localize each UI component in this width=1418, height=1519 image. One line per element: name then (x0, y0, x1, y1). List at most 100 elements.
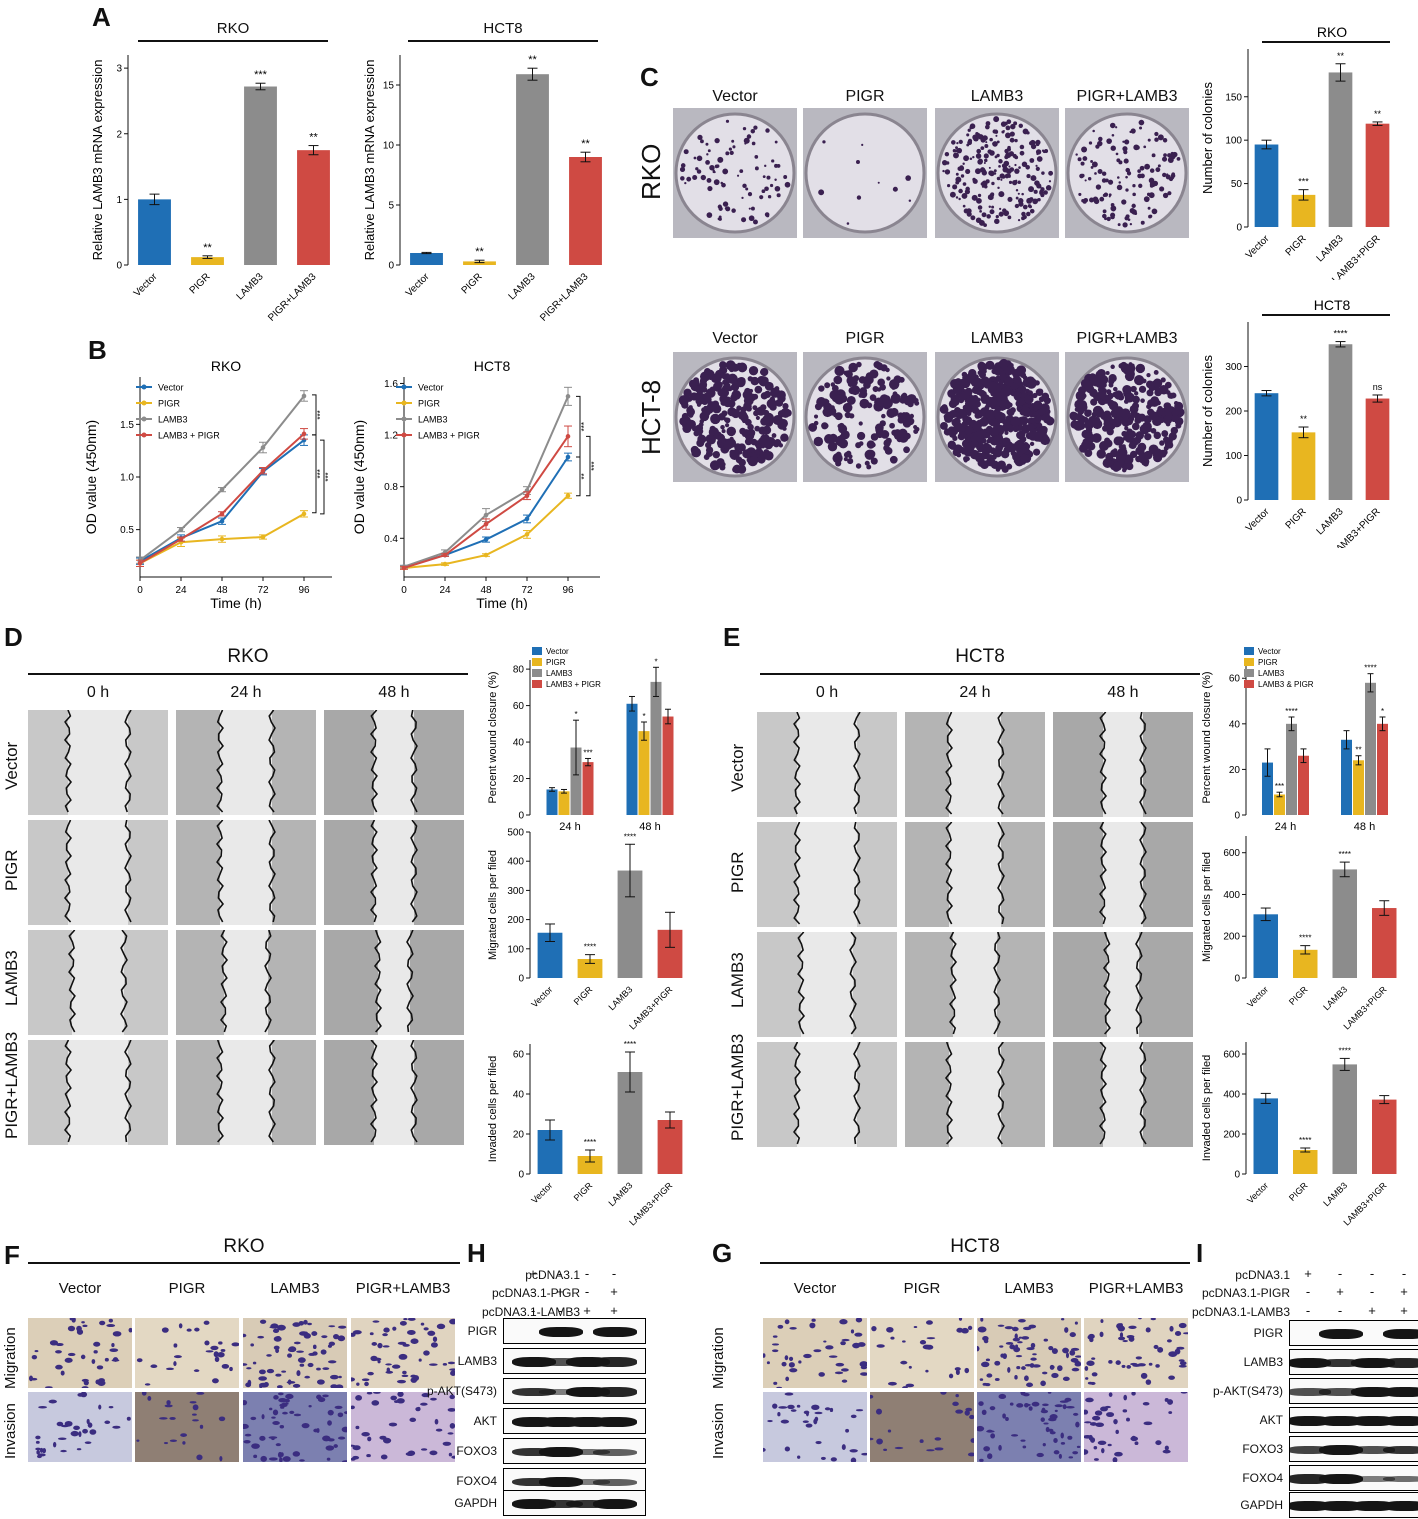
stained-cell (773, 1381, 778, 1385)
wound-image-drawing (905, 712, 1045, 817)
colony-dot (723, 440, 733, 450)
wound-edge (63, 820, 72, 923)
colony-dot (998, 164, 1001, 168)
stained-cell (787, 1404, 795, 1410)
data-point (565, 454, 571, 460)
colony-dot (1161, 156, 1168, 162)
bar (582, 762, 594, 815)
stained-cell (91, 1359, 96, 1364)
wound-edge (997, 1042, 1005, 1145)
colony-dot (706, 212, 713, 218)
blot-membrane (1289, 1378, 1418, 1404)
colony-dot (1009, 137, 1015, 143)
y-tick-label: 0 (518, 811, 524, 822)
wound-image (905, 822, 1045, 927)
blot-band (539, 1417, 583, 1427)
stained-cell (221, 1363, 230, 1369)
stained-cell (356, 1382, 360, 1386)
colony-dot (1078, 415, 1087, 424)
stained-cell (373, 1357, 382, 1361)
wound-gap (949, 1042, 1001, 1147)
wound-edge (997, 712, 1005, 815)
colony-dot (966, 436, 972, 443)
y-tick-label: 0 (518, 974, 524, 985)
colony-dot (843, 370, 849, 376)
stained-cell (919, 1439, 924, 1444)
stained-cell (1070, 1358, 1079, 1363)
colony-plate-rko (1065, 108, 1189, 238)
y-tick-label: 20 (1229, 765, 1241, 776)
colony-dot (1033, 448, 1041, 456)
wound-edge (1098, 1042, 1108, 1145)
stained-cell (304, 1375, 311, 1379)
colony-dot (856, 195, 862, 200)
wound-image-drawing (905, 1042, 1045, 1147)
bar (1372, 1099, 1397, 1174)
stained-cell (260, 1455, 267, 1462)
stained-cell (1085, 1377, 1089, 1380)
wound-edge (853, 822, 861, 925)
stained-cell (109, 1348, 119, 1352)
stained-cell (126, 1416, 131, 1421)
wound-image (324, 710, 464, 815)
colony-dot (1084, 449, 1093, 457)
stained-cell (811, 1318, 816, 1322)
colony-dot (997, 460, 1006, 470)
stained-cell (169, 1416, 176, 1420)
stained-cell (983, 1446, 990, 1452)
stained-cell (287, 1347, 296, 1352)
stained-cell (1075, 1421, 1080, 1428)
stained-cell (1054, 1409, 1058, 1413)
stained-cell (1108, 1359, 1113, 1364)
wound-edge (120, 930, 128, 1033)
wound-edge (264, 930, 272, 1033)
colony-dot (1010, 416, 1021, 427)
colony-dot (1117, 176, 1120, 179)
stained-cell (818, 1372, 825, 1377)
legend-label: PIGR (418, 399, 441, 409)
colony-dot (1036, 156, 1043, 162)
stained-cell (1032, 1364, 1041, 1368)
stained-cell (128, 1327, 132, 1333)
stained-cell (887, 1429, 892, 1433)
colony-dot (680, 176, 685, 181)
colony-dot (767, 195, 772, 199)
stained-cell (312, 1351, 318, 1356)
wound-image-drawing (28, 1040, 168, 1145)
colony-dot (1129, 450, 1138, 459)
significance-label: **** (1285, 707, 1297, 716)
plate-well (674, 112, 796, 234)
stained-cell (35, 1435, 41, 1440)
significance-bracket (586, 435, 591, 497)
stained-cell (1007, 1366, 1011, 1373)
colony-dot (875, 362, 884, 370)
wound-image-drawing (324, 820, 464, 925)
stained-cell (900, 1360, 908, 1365)
stained-cell (398, 1353, 408, 1360)
colony-dot (1143, 196, 1150, 203)
stained-cell (99, 1320, 106, 1326)
colony-dot (682, 423, 692, 434)
colony-dot (1097, 373, 1103, 379)
wound-gap (949, 712, 1001, 817)
colony-dot (902, 412, 911, 421)
colony-dot (958, 409, 966, 417)
colony-dot (1037, 430, 1044, 438)
stained-cell (229, 1366, 233, 1372)
colony-plate-drawing (803, 352, 927, 482)
stained-cell (1015, 1354, 1023, 1358)
panel-a-rko-rule (138, 40, 328, 42)
stained-cell (1049, 1364, 1055, 1370)
colony-dot (855, 442, 862, 449)
colony-dot (991, 181, 995, 186)
stained-cell (1178, 1364, 1187, 1368)
blot-protein-label: GAPDH (1240, 1498, 1283, 1512)
stained-cell (442, 1363, 448, 1366)
colony-dot (762, 175, 766, 179)
colony-dot (985, 360, 995, 370)
stained-cell (327, 1409, 334, 1416)
colony-dot (964, 387, 973, 396)
stained-cell (447, 1361, 455, 1365)
